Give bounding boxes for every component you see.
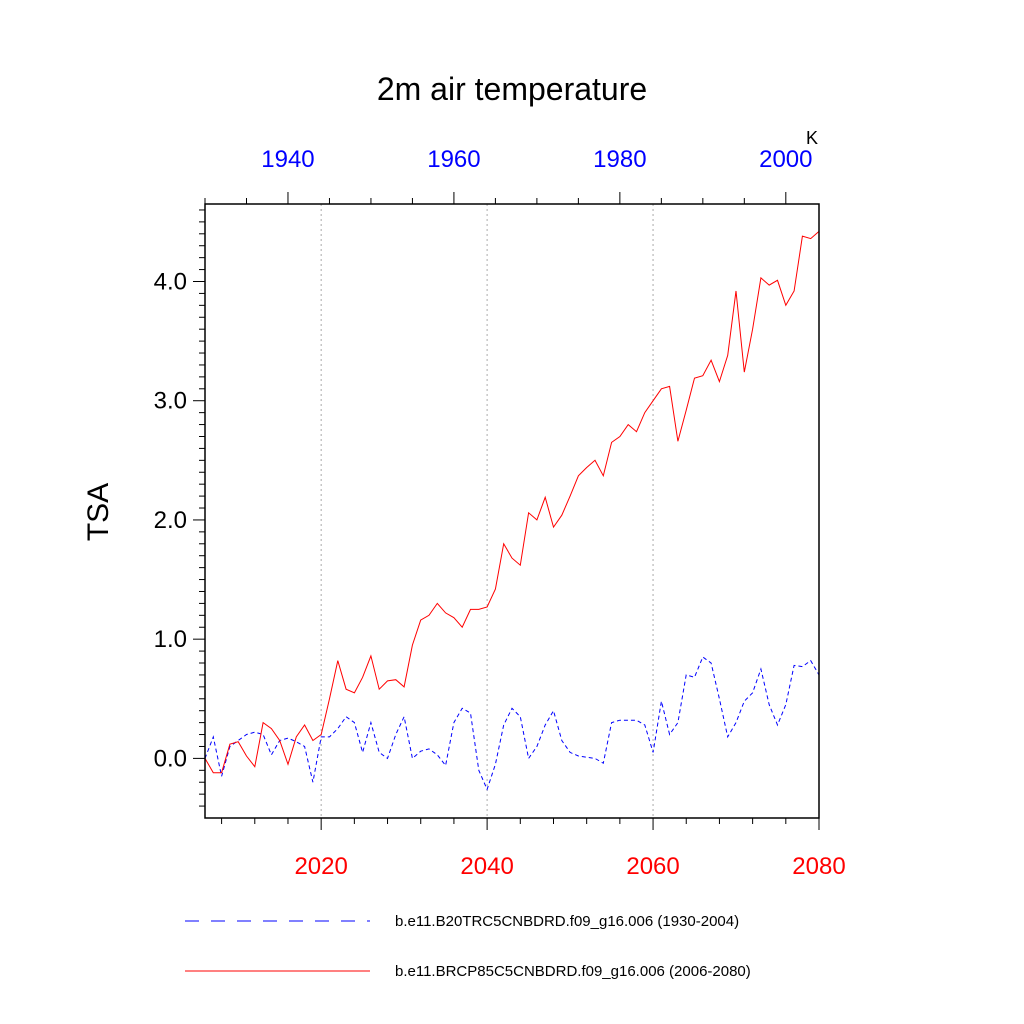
top-tick-label: 1940 [261,146,314,173]
y-axis-label: TSA [82,483,115,541]
bottom-tick-label: 2080 [792,853,845,880]
grid-lines [320,204,654,818]
y-tick-label: 0.0 [154,745,187,772]
series-layer [204,231,820,791]
y-tick-label: 3.0 [154,388,187,415]
y-tick-label: 1.0 [154,626,187,653]
series-line-historical [204,656,820,791]
bottom-tick-label: 2020 [294,853,347,880]
top-tick-label: 1980 [593,146,646,173]
legend-label-rcp85: b.e11.BRCP85C5CNBDRD.f09_g16.006 (2006-2… [395,963,751,980]
legend: b.e11.B20TRC5CNBDRD.f09_g16.006 (1930-20… [185,913,751,980]
bottom-tick-label: 2040 [460,853,513,880]
series-line-rcp85 [204,231,820,774]
top-tick-label: 2000 [759,146,812,173]
chart-title: 2m air temperature [377,71,647,107]
y-tick-label: 4.0 [154,268,187,295]
plot-frame [204,203,820,819]
bottom-tick-label: 2060 [626,853,679,880]
tick-labels: 2020 2040 2060 2080 1940 1960 1980 2000 0.0 1.0 2.… [154,146,846,880]
top-tick-label: 1960 [427,146,480,173]
legend-label-historical: b.e11.B20TRC5CNBDRD.f09_g16.006 (1930-20… [395,913,739,930]
units-label: K [806,128,818,148]
y-tick-label: 2.0 [154,507,187,534]
axis-ticks [193,192,820,830]
